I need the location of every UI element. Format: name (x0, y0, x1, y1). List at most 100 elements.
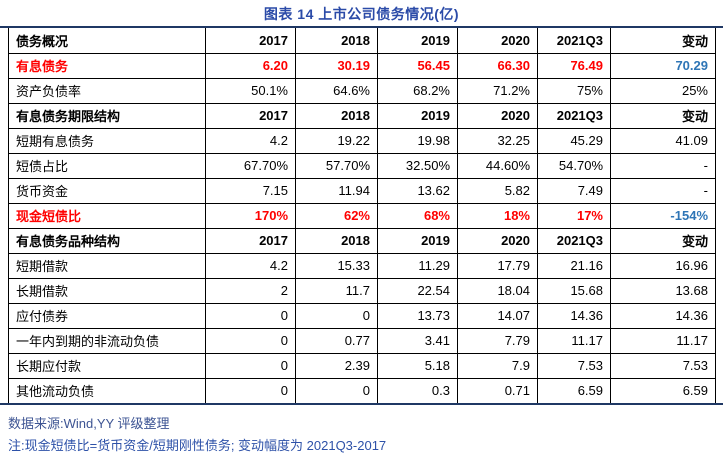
value-cell: 11.29 (377, 252, 458, 279)
value-cell: 2021Q3 (537, 102, 611, 129)
value-cell: 18.04 (457, 277, 538, 304)
value-cell: 32.50% (377, 152, 458, 179)
value-cell: 7.79 (457, 327, 538, 354)
value-cell: 32.25 (457, 127, 538, 154)
table-row: 资产负债率 50.1% 64.6% 68.2% 71.2% 75% 25% (8, 77, 716, 104)
table-row: 货币资金 7.15 11.94 13.62 5.82 7.49- (8, 177, 716, 204)
value-cell: 19.22 (295, 127, 378, 154)
value-cell: 11.7 (295, 277, 378, 304)
value-cell: 11.94 (295, 177, 378, 204)
value-cell: 2021Q3 (537, 28, 611, 54)
value-cell: 15.68 (537, 277, 611, 304)
value-cell: 变动 (610, 28, 716, 54)
value-cell: 15.33 (295, 252, 378, 279)
value-cell: 64.6% (295, 77, 378, 104)
debt-table: 债务概况 2017 2018 2019 2020 2021Q3 变动 有息债务 6.20 30.1… (8, 28, 716, 403)
value-cell: 7.53 (537, 352, 611, 379)
value-cell: 2017 (205, 102, 296, 129)
row-label: 有息债务品种结构 (8, 227, 206, 254)
value-cell: 54.70% (537, 152, 611, 179)
table-row: 应付债券 0 0 13.73 14.07 14.36 14.36 (8, 302, 716, 329)
table-row: 长期应付款 0 2.39 5.18 7.9 7.53 7.53 (8, 352, 716, 379)
row-label: 短债占比 (8, 152, 206, 179)
value-cell: 0 (205, 302, 296, 329)
row-label: 长期借款 (8, 277, 206, 304)
value-cell: 变动 (610, 227, 716, 254)
value-cell: 2019 (377, 28, 458, 54)
data-source-text: 数据来源:Wind,YY 评级整理 (8, 416, 170, 431)
value-cell: 14.36 (537, 302, 611, 329)
value-cell: 66.30 (457, 52, 538, 79)
section-header-row: 有息债务品种结构 2017 2018 2019 2020 2021Q3 变动 (8, 227, 716, 254)
section-header-row: 有息债务期限结构 2017 2018 2019 2020 2021Q3 变动 (8, 102, 716, 129)
value-cell: 7.15 (205, 177, 296, 204)
row-label: 货币资金 (8, 177, 206, 204)
value-cell: 7.49 (537, 177, 611, 204)
value-cell: 50.1% (205, 77, 296, 104)
table-row: 短期有息债务 4.2 19.22 19.98 32.25 45.29 41.09 (8, 127, 716, 154)
row-label: 长期应付款 (8, 352, 206, 379)
row-label: 其他流动负债 (8, 377, 206, 403)
value-cell: 71.2% (457, 77, 538, 104)
value-cell: 0 (205, 377, 296, 403)
value-cell: 22.54 (377, 277, 458, 304)
value-cell: 75% (537, 77, 611, 104)
value-cell: 16.96 (610, 252, 716, 279)
value-cell: -154% (610, 202, 716, 229)
value-cell: 68% (377, 202, 458, 229)
value-cell: 13.73 (377, 302, 458, 329)
row-label: 应付债券 (8, 302, 206, 329)
row-label: 短期借款 (8, 252, 206, 279)
value-cell: 4.2 (205, 127, 296, 154)
value-cell: 2017 (205, 28, 296, 54)
value-cell: 2020 (457, 227, 538, 254)
value-cell: 17% (537, 202, 611, 229)
value-cell: 2 (205, 277, 296, 304)
value-cell: 13.68 (610, 277, 716, 304)
value-cell: 变动 (610, 102, 716, 129)
value-cell: 70.29 (610, 52, 716, 79)
value-cell: 170% (205, 202, 296, 229)
value-cell: 0.3 (377, 377, 458, 403)
top-rule (0, 26, 723, 28)
value-cell: 62% (295, 202, 378, 229)
value-cell: 5.18 (377, 352, 458, 379)
table-row: 其他流动负债 0 0 0.3 0.71 6.59 6.59 (8, 377, 716, 403)
value-cell: 7.53 (610, 352, 716, 379)
table-row: 一年内到期的非流动负债 0 0.77 3.41 7.79 11.17 11.17 (8, 327, 716, 354)
value-cell: 0 (205, 352, 296, 379)
value-cell: 0.77 (295, 327, 378, 354)
value-cell: 21.16 (537, 252, 611, 279)
row-label: 债务概况 (8, 28, 206, 54)
value-cell: - (610, 177, 716, 204)
value-cell: 25% (610, 77, 716, 104)
value-cell: 2018 (295, 102, 378, 129)
table-row: 现金短债比 170% 62% 68% 18% 17% -154% (8, 202, 716, 229)
value-cell: 6.20 (205, 52, 296, 79)
value-cell: 2.39 (295, 352, 378, 379)
value-cell: 0 (295, 377, 378, 403)
value-cell: 19.98 (377, 127, 458, 154)
value-cell: 2020 (457, 102, 538, 129)
value-cell: 45.29 (537, 127, 611, 154)
value-cell: 41.09 (610, 127, 716, 154)
row-label: 资产负债率 (8, 77, 206, 104)
value-cell: 44.60% (457, 152, 538, 179)
value-cell: 2017 (205, 227, 296, 254)
value-cell: 5.82 (457, 177, 538, 204)
value-cell: 2019 (377, 102, 458, 129)
table-row: 有息债务 6.20 30.19 56.45 66.30 76.49 70.29 (8, 52, 716, 79)
row-label: 有息债务期限结构 (8, 102, 206, 129)
row-label: 有息债务 (8, 52, 206, 79)
value-cell: 11.17 (610, 327, 716, 354)
value-cell: 0.71 (457, 377, 538, 403)
value-cell: 18% (457, 202, 538, 229)
value-cell: 57.70% (295, 152, 378, 179)
row-label: 现金短债比 (8, 202, 206, 229)
bottom-rule (0, 403, 723, 405)
value-cell: 30.19 (295, 52, 378, 79)
table-footer: 数据来源:Wind,YY 评级整理 注:现金短债比=货币资金/短期刚性债务; 变… (0, 405, 723, 455)
value-cell: 0 (295, 302, 378, 329)
value-cell: 3.41 (377, 327, 458, 354)
value-cell: 2020 (457, 28, 538, 54)
